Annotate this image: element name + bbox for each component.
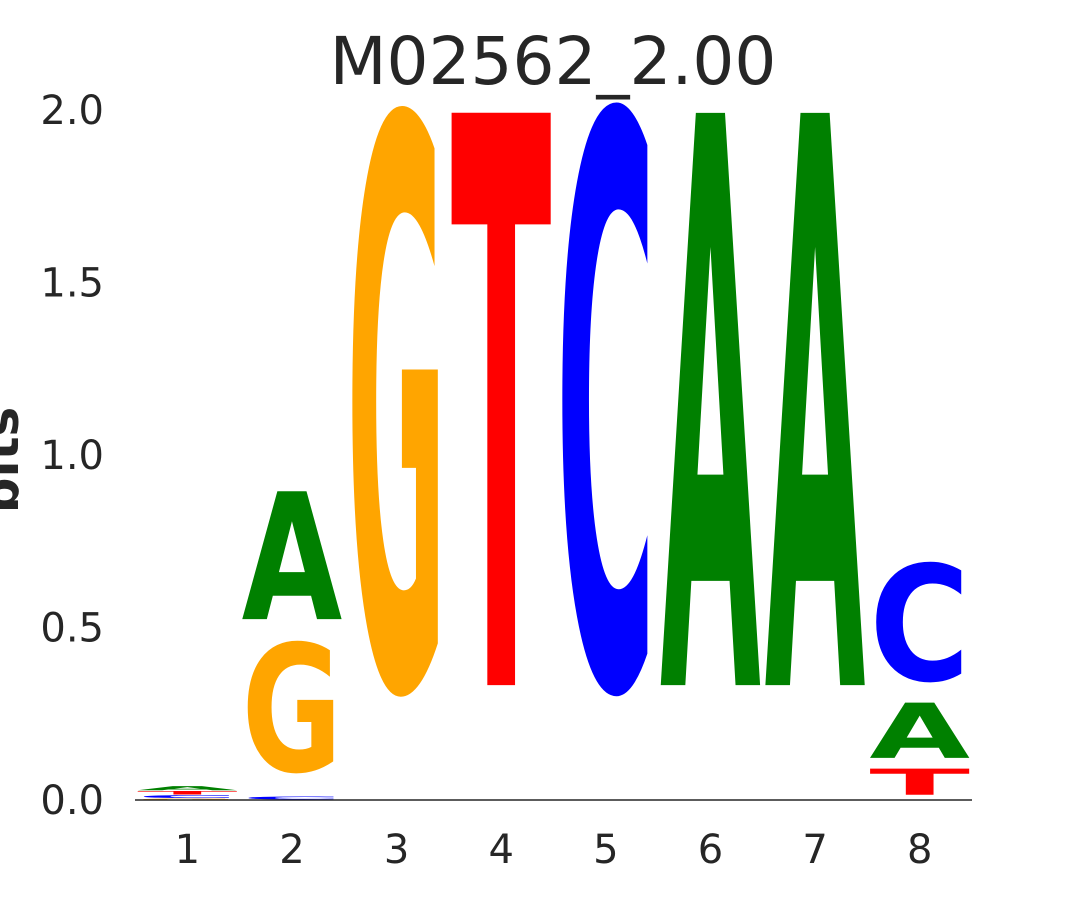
logo-letter-glyph: C [242, 796, 343, 801]
x-tick-label: 4 [488, 827, 513, 873]
logo-letter-glyph: A [869, 688, 970, 776]
logo-letter-A-pos-8: A [869, 688, 970, 776]
logo-letter-G-pos-3: G [346, 0, 447, 870]
logo-letter-glyph: A [137, 785, 238, 791]
y-tick-label: 1.5 [40, 261, 104, 307]
logo-letter-glyph: G [346, 0, 447, 870]
logo-letter-A-pos-6: A [660, 0, 762, 871]
logo-letter-A-pos-7: A [765, 0, 867, 871]
logo-letter-glyph: T [451, 0, 552, 871]
y-axis-ticks: 0.0 0.5 1.0 1.5 2.0 [40, 88, 104, 824]
logo-letter-glyph: T [869, 762, 970, 804]
x-tick-label: 7 [802, 827, 827, 873]
logo-letter-C-pos-8: C [869, 533, 970, 718]
logo-letter-glyph: G [137, 798, 238, 800]
logo-letter-glyph: T [137, 790, 238, 796]
logo-letter-glyph: A [660, 0, 762, 871]
logo-letter-C-pos-2: C [242, 796, 343, 801]
x-tick-label: 3 [384, 827, 409, 873]
x-tick-label: 8 [907, 827, 932, 873]
logo-letter-glyph: C [869, 533, 970, 718]
logo-letter-glyph: A [765, 0, 867, 871]
x-axis-ticks: 1 2 3 4 5 6 7 8 [175, 827, 933, 873]
x-tick-label: 2 [279, 827, 304, 873]
x-tick-label: 1 [175, 827, 200, 873]
logo-letter-C-pos-1: C [137, 794, 238, 799]
y-tick-label: 0.5 [40, 606, 104, 652]
logo-letter-T-pos-1: T [137, 790, 238, 796]
logo-letter-T-pos-4: T [451, 0, 552, 871]
y-tick-label: 1.0 [40, 433, 104, 479]
y-tick-label: 0.0 [40, 778, 104, 824]
logo-letter-glyph: C [137, 794, 238, 799]
x-tick-label: 6 [698, 827, 723, 873]
x-tick-label: 5 [593, 827, 618, 873]
logo-letter-A-pos-1: A [137, 785, 238, 791]
logo-letter-glyph: C [556, 0, 657, 870]
y-axis-label: bits [0, 407, 30, 514]
y-tick-label: 2.0 [40, 88, 104, 134]
logo-letter-glyph: G [242, 609, 343, 813]
chart-title: M02562_2.00 [330, 23, 777, 100]
logo-letter-glyph: A [242, 458, 343, 661]
logo-letter-G-pos-2: G [242, 609, 343, 813]
logo-letter-T-pos-8: T [869, 762, 970, 804]
logo-letter-G-pos-1: G [137, 798, 238, 800]
logo-letter-A-pos-2: A [242, 458, 343, 661]
logo-letter-C-pos-5: C [556, 0, 657, 870]
